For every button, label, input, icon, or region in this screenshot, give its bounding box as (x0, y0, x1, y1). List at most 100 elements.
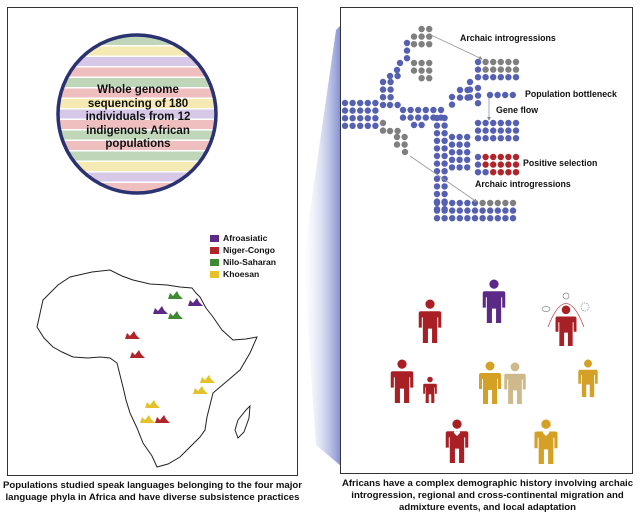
label-gene-flow: Gene flow (496, 105, 539, 115)
genome-stripe (58, 109, 216, 119)
population-dot (466, 94, 474, 101)
population-icon (168, 311, 183, 319)
population-tree (341, 25, 520, 222)
population-dot (410, 67, 418, 74)
label-archaic-top: Archaic introgressions (460, 33, 556, 43)
population-dot (474, 58, 482, 66)
population-dot (433, 145, 441, 152)
population-dot (433, 215, 441, 222)
population-dot (490, 169, 497, 176)
population-dot (482, 66, 489, 73)
population-icon (125, 331, 140, 339)
population-dot (486, 91, 494, 99)
population-dot (441, 114, 448, 122)
population-dot (482, 74, 489, 81)
population-dot (505, 135, 512, 142)
head-icon (425, 299, 435, 309)
population-dot (364, 122, 371, 129)
population-dot (482, 58, 489, 66)
body-icon (445, 431, 469, 463)
population-dot (448, 141, 456, 148)
population-dot (494, 91, 501, 99)
child-icon (423, 376, 437, 403)
population-dot (403, 39, 411, 47)
population-icon (140, 415, 155, 423)
person-heart-icon (445, 419, 469, 463)
population-dot (512, 66, 520, 73)
head-icon (541, 419, 551, 429)
population-dot (505, 66, 512, 73)
population-dot (379, 119, 387, 127)
population-dot (433, 175, 441, 182)
sequencing-circle (56, 33, 218, 195)
legend-khoesan: Khoesan (210, 268, 276, 280)
population-dot (379, 78, 387, 86)
population-icon (193, 386, 208, 394)
population-dot (505, 58, 512, 66)
population-dot (441, 199, 448, 207)
population-dot (456, 86, 464, 94)
population-dot (399, 106, 407, 114)
population-dot (396, 59, 404, 67)
population-dot (433, 199, 441, 207)
virus-icon (580, 302, 590, 312)
population-dot (502, 215, 509, 222)
label-archaic-bottom: Archaic introgressions (475, 179, 571, 189)
population-dot (497, 161, 504, 168)
population-dot (357, 115, 364, 122)
population-dot (426, 75, 433, 82)
population-dot (441, 152, 448, 160)
population-dot (464, 164, 471, 171)
population-dot (448, 101, 456, 108)
population-dot (466, 86, 474, 93)
population-dot (403, 55, 411, 62)
population-dot (479, 199, 486, 207)
people-icons (390, 279, 598, 464)
population-dot (490, 74, 497, 81)
sun-icon (562, 292, 570, 300)
population-dot (494, 199, 501, 207)
population-dot (497, 169, 504, 176)
population-dot (418, 25, 425, 33)
population-dot (410, 41, 418, 48)
population-dot (372, 115, 379, 122)
population-dot (497, 127, 504, 134)
population-dot (456, 215, 463, 222)
circle-caption: Whole genome sequencing of 180 individua… (85, 84, 191, 150)
population-dot (497, 66, 504, 73)
population-dot (448, 93, 456, 101)
population-dot (441, 168, 448, 175)
right-caption: Africans have a complex demographic hist… (341, 478, 634, 513)
heart-icon (542, 430, 550, 436)
population-dot (441, 145, 448, 152)
population-dot (410, 121, 418, 129)
population-dot (357, 107, 364, 114)
population-dot (482, 169, 489, 176)
genome-stripe (58, 130, 216, 140)
population-dot (512, 119, 520, 127)
population-dot (474, 84, 482, 92)
population-dot (415, 106, 422, 114)
population-dot (372, 99, 379, 107)
population-dot (474, 161, 482, 168)
swatch-icon (210, 258, 219, 266)
population-dot (433, 122, 441, 129)
head-icon (584, 359, 592, 368)
population-dot (418, 121, 425, 129)
person-adaptation-icon (555, 305, 577, 346)
population-dot (456, 94, 464, 101)
body-icon (390, 371, 414, 403)
head-icon (452, 419, 462, 429)
population-dot (349, 107, 356, 114)
microbe-icon (541, 306, 551, 312)
population-dot (456, 149, 463, 156)
population-dot (387, 86, 394, 93)
population-dot (482, 135, 489, 142)
swatch-icon (210, 270, 219, 278)
genome-stripe (58, 78, 216, 87)
population-dot (464, 141, 471, 148)
population-dot (426, 41, 433, 48)
genome-stripe (58, 151, 216, 161)
population-dot (490, 119, 497, 127)
